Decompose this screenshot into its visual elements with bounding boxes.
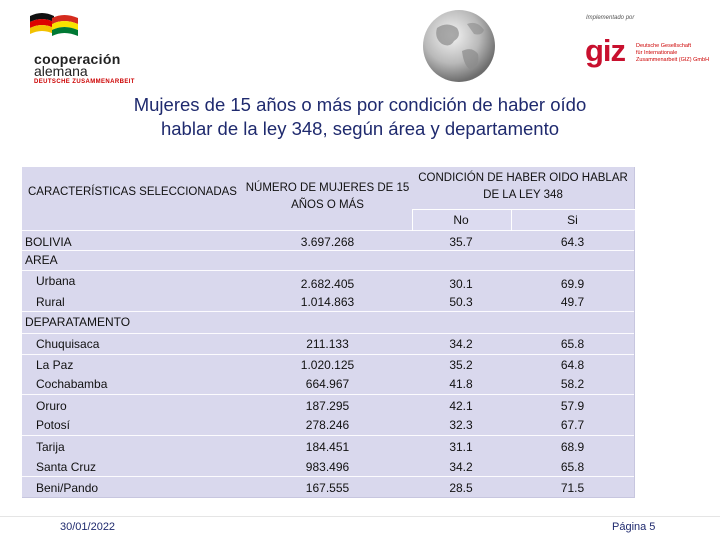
logo-line1: cooperación bbox=[34, 51, 121, 67]
header-count-line2: AÑOS O MÁS bbox=[291, 199, 364, 211]
row-no: 50.3 bbox=[449, 295, 473, 309]
logo-line2: alemana bbox=[34, 63, 88, 79]
row-divider bbox=[22, 311, 634, 312]
row-si: 65.8 bbox=[560, 337, 585, 351]
footer-date: 30/01/2022 bbox=[60, 521, 116, 533]
cooperacion-alemana-logo: cooperación alemana DEUTSCHE ZUSAMMENARB… bbox=[28, 8, 148, 85]
subheader-no-cell bbox=[412, 209, 511, 231]
row-no: 41.8 bbox=[449, 377, 473, 391]
row-count: 664.967 bbox=[305, 377, 350, 391]
giz-org-text: Deutsche Gesellschaft für Internationale… bbox=[636, 43, 711, 64]
row-si: 57.9 bbox=[560, 399, 585, 413]
row-count: 3.697.268 bbox=[300, 235, 355, 249]
row-label: Tarija bbox=[36, 440, 65, 454]
row-label: Cochabamba bbox=[36, 377, 108, 391]
row-count: 167.555 bbox=[305, 481, 350, 495]
logo-line3: DEUTSCHE ZUSAMMENARBEIT bbox=[34, 79, 135, 85]
flags-icon bbox=[30, 13, 78, 36]
header-condition-line1: CONDICIÓN DE HABER OIDO HABLAR bbox=[418, 172, 628, 184]
row-count: 184.451 bbox=[305, 440, 350, 454]
row-label: DEPARATAMENTO bbox=[25, 315, 131, 329]
row-si: 67.7 bbox=[560, 418, 585, 432]
row-count: 211.133 bbox=[306, 337, 349, 351]
row-no: 42.1 bbox=[449, 399, 473, 413]
row-label: Beni/Pando bbox=[36, 481, 99, 495]
row-label: Chuquisaca bbox=[36, 337, 100, 351]
row-divider bbox=[22, 333, 634, 334]
header-characteristics: CARACTERÍSTICAS SELECCIONADAS bbox=[28, 184, 237, 201]
header-characteristics-text: CARACTERÍSTICAS SELECCIONADAS bbox=[28, 186, 237, 198]
row-no: 31.1 bbox=[449, 440, 473, 454]
row-count: 187.295 bbox=[305, 399, 350, 413]
row-no: 30.1 bbox=[449, 277, 473, 291]
row-si: 69.9 bbox=[560, 277, 585, 291]
giz-org-line: Deutsche Gesellschaft bbox=[636, 43, 692, 49]
slide-title: Mujeres de 15 años o más por condición d… bbox=[0, 93, 720, 141]
row-label: AREA bbox=[25, 253, 58, 267]
row-si: 64.3 bbox=[560, 235, 585, 249]
row-si: 64.8 bbox=[560, 358, 585, 372]
row-label: Oruro bbox=[36, 399, 67, 413]
header-condition: CONDICIÓN DE HABER OIDO HABLAR DE LA LEY… bbox=[412, 170, 634, 204]
row-count: 1.020.125 bbox=[300, 358, 355, 372]
header-count-line1: NÚMERO DE MUJERES DE 15 bbox=[245, 182, 410, 194]
row-si: 58.2 bbox=[560, 377, 585, 391]
implemented-by-label: Implementado por bbox=[586, 15, 635, 21]
row-count: 278.246 bbox=[305, 418, 350, 432]
footer-page-number: Página 5 bbox=[612, 521, 656, 533]
row-divider bbox=[22, 270, 634, 271]
row-no: 32.3 bbox=[449, 418, 473, 432]
subheader-no: No bbox=[453, 213, 469, 227]
row-si: 71.5 bbox=[560, 481, 585, 495]
row-divider bbox=[22, 230, 634, 231]
header-count: NÚMERO DE MUJERES DE 15 AÑOS O MÁS bbox=[240, 180, 415, 214]
subheader-si: Si bbox=[567, 213, 578, 227]
row-divider bbox=[22, 354, 634, 355]
title-line2: hablar de la ley 348, según área y depar… bbox=[160, 118, 560, 139]
row-count: 1.014.863 bbox=[300, 295, 355, 309]
row-divider bbox=[22, 435, 634, 436]
row-label: Rural bbox=[36, 295, 65, 309]
row-divider bbox=[22, 476, 634, 477]
row-no: 35.2 bbox=[449, 358, 473, 372]
subheader-si-cell bbox=[511, 209, 635, 231]
row-no: 34.2 bbox=[449, 460, 473, 474]
row-si: 65.8 bbox=[560, 460, 585, 474]
row-no: 34.2 bbox=[449, 337, 473, 351]
row-si: 68.9 bbox=[560, 440, 585, 454]
giz-org-line: für Internationale bbox=[636, 50, 678, 56]
row-count: 983.496 bbox=[305, 460, 350, 474]
giz-logo: giz bbox=[585, 33, 626, 68]
row-label: La Paz bbox=[36, 358, 74, 372]
row-label: Urbana bbox=[36, 274, 76, 288]
globe-icon bbox=[423, 10, 495, 82]
row-si: 49.7 bbox=[560, 295, 585, 309]
row-label: Santa Cruz bbox=[36, 460, 97, 474]
footer-divider bbox=[0, 516, 720, 517]
giz-org-line: Zusammenarbeit (GIZ) GmbH bbox=[636, 57, 710, 63]
row-divider bbox=[22, 394, 634, 395]
row-label: BOLIVIA bbox=[25, 235, 72, 249]
row-no: 35.7 bbox=[449, 235, 473, 249]
title-line1: Mujeres de 15 años o más por condición d… bbox=[133, 94, 587, 115]
row-divider bbox=[22, 250, 634, 251]
row-no: 28.5 bbox=[449, 481, 473, 495]
header-condition-line2: DE LA LEY 348 bbox=[483, 189, 563, 201]
row-count: 2.682.405 bbox=[300, 277, 355, 291]
row-label: Potosí bbox=[36, 418, 71, 432]
